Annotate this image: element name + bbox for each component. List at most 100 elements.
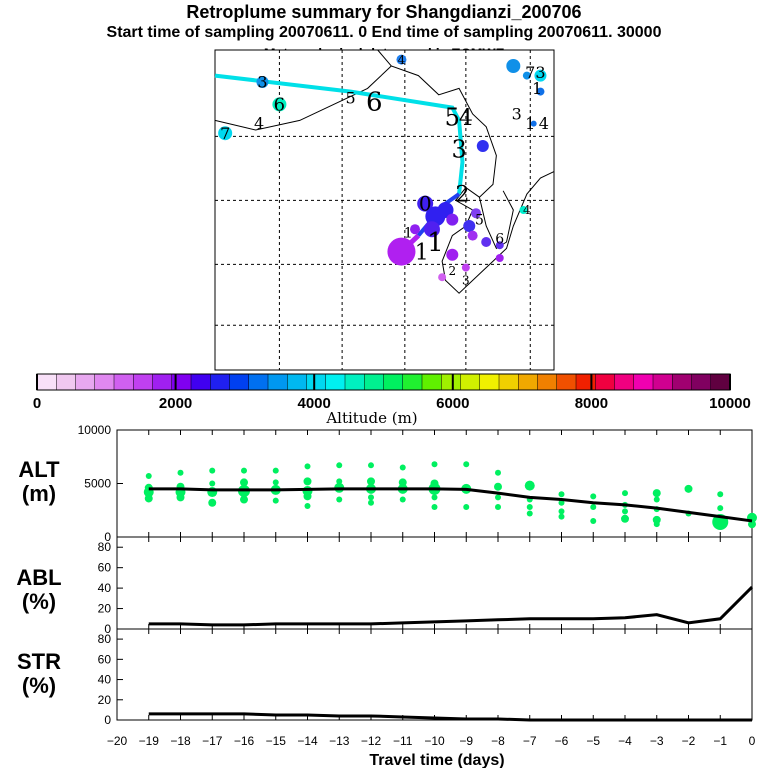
alt-scatter-point	[526, 504, 533, 511]
x-tick-label: −20	[107, 734, 128, 748]
alt-y-tick-label: 0	[104, 530, 111, 544]
x-tick-label: −8	[491, 734, 505, 748]
alt-scatter-point	[368, 499, 374, 506]
map-cluster-dot	[534, 69, 547, 82]
map-cluster-label: 1	[404, 225, 413, 241]
alt-panel-label: ALT (m)	[8, 458, 70, 506]
abl-label-line2: (%)	[21, 589, 57, 614]
map-cluster-dot	[218, 126, 233, 141]
map-cluster-label: 3	[257, 73, 267, 92]
map-frame	[214, 49, 555, 371]
map-cluster-dot	[446, 213, 459, 226]
alt-scatter-point	[717, 505, 724, 512]
map-cluster-dot	[463, 220, 476, 232]
colorbar-swatch	[421, 373, 442, 391]
map-cluster-dot	[495, 254, 504, 262]
map-cluster-dot	[506, 59, 521, 73]
colorbar-swatch	[133, 373, 154, 391]
abl-panel-label: ABL (%)	[8, 566, 70, 614]
alt-scatter-point	[272, 497, 279, 504]
alt-scatter-point	[304, 502, 311, 509]
alt-scatter-point	[272, 467, 279, 474]
alt-panel: 0 5000 10000	[78, 423, 757, 544]
abl-label-line1: ABL	[16, 565, 62, 590]
alt-scatter-point	[304, 463, 311, 470]
chart-title: Retroplume summary for Shangdianzi_20070…	[186, 2, 582, 22]
map-cluster-label: 5	[445, 104, 460, 132]
alt-scatter-point	[652, 515, 661, 524]
map-cluster-dot	[536, 87, 545, 96]
colorbar-tick-label: 10000	[709, 395, 751, 412]
alt-scatter-point	[558, 491, 565, 498]
map-cluster-dot	[423, 221, 440, 238]
alt-scatter-point	[208, 498, 217, 507]
map-cluster-label: 1	[427, 228, 444, 258]
map-cluster-label: 4	[539, 114, 549, 133]
chart-subtitle: Start time of sampling 20070611. 0 End t…	[106, 24, 662, 41]
colorbar-swatch	[306, 373, 327, 391]
alt-scatter-point	[145, 473, 152, 480]
alt-scatter-point	[240, 495, 248, 504]
map-cluster-dot	[476, 140, 489, 152]
colorbar-swatch	[441, 373, 462, 391]
map-cluster-label: 4	[523, 203, 531, 217]
alt-scatter-point	[144, 494, 153, 503]
x-tick-label: −7	[523, 734, 537, 748]
abl-frame	[116, 536, 753, 630]
map-cluster-label: 1	[525, 114, 535, 133]
map-cluster-label: 1	[532, 79, 542, 98]
map-border	[214, 65, 392, 131]
map-cluster-dot	[387, 237, 416, 266]
map-cluster-dot	[461, 263, 470, 272]
map-cluster-dot	[438, 273, 447, 282]
colorbar-swatch	[652, 373, 673, 391]
x-tick-label: −18	[170, 734, 191, 748]
alt-y-tick-label: 10000	[78, 423, 112, 437]
alt-scatter-point	[336, 478, 343, 485]
x-tick-label: −10	[424, 734, 445, 748]
alt-scatter-point	[558, 499, 565, 506]
map-cluster-label: 2	[448, 264, 456, 278]
map-cluster-label: 4	[398, 53, 406, 67]
x-tick-label: −12	[361, 734, 382, 748]
x-tick-label: −4	[618, 734, 632, 748]
abl-y-tick-label: 60	[98, 561, 112, 575]
map-cluster-label: 5	[475, 213, 484, 229]
alt-scatter-point	[399, 496, 406, 503]
map-cluster-dot	[519, 206, 528, 214]
mean-trajectory	[214, 73, 465, 195]
abl-line	[148, 586, 754, 627]
alt-scatter-point	[431, 504, 438, 511]
x-tick-label: −14	[297, 734, 318, 748]
map-cluster-label: 1	[415, 240, 429, 265]
alt-scatter-point	[653, 496, 660, 503]
alt-scatter-point	[209, 480, 216, 487]
map-cluster-dot	[522, 71, 531, 80]
colorbar-swatch	[383, 373, 404, 391]
alt-scatter-point	[558, 513, 565, 520]
x-axis-label: Travel time (days)	[369, 752, 504, 768]
map-cluster-label: 5	[346, 89, 356, 108]
map-cluster-dot	[446, 248, 459, 261]
alt-scatter-point	[176, 493, 185, 502]
colorbar-swatch	[287, 373, 308, 391]
str-panel: 0 20 40 60 80	[98, 628, 753, 727]
alt-scatter-point	[368, 462, 374, 469]
alt-scatter-point	[463, 461, 470, 468]
str-label-line2: (%)	[21, 673, 57, 698]
colorbar-swatch	[518, 373, 539, 391]
alt-scatter-point	[303, 477, 312, 486]
alt-scatter-point	[684, 484, 693, 493]
map-cluster-dot	[481, 237, 492, 247]
alt-scatter-point	[621, 514, 629, 523]
map-cluster-dot	[495, 241, 504, 250]
colorbar-swatch	[152, 373, 173, 391]
str-line	[148, 712, 752, 722]
alt-scatter-point	[495, 494, 501, 501]
map-cluster-dot	[410, 224, 421, 235]
colorbar-swatch	[210, 373, 231, 391]
map-cluster-label: 0	[419, 192, 432, 216]
str-y-tick-label: 0	[104, 713, 111, 727]
colorbar-swatch	[75, 373, 96, 391]
